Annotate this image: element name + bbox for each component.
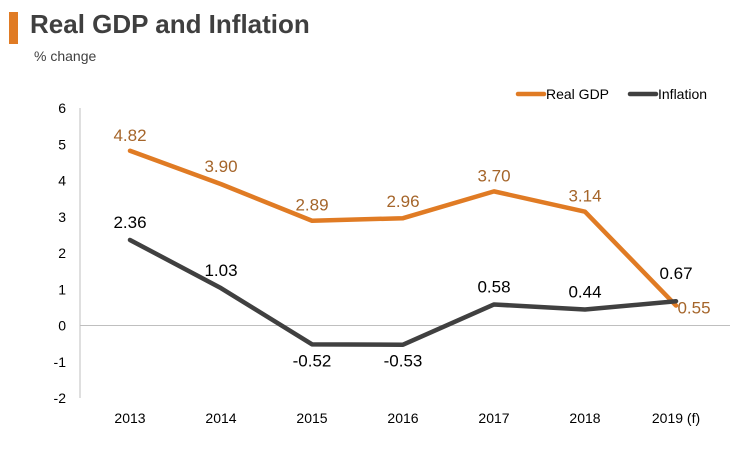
x-tick-label: 2019 (f)	[652, 410, 700, 426]
real-gdp-data-label: 4.82	[113, 126, 146, 145]
real-gdp-data-label: 3.70	[477, 166, 510, 185]
legend-label-inflation: Inflation	[658, 86, 707, 102]
inflation-data-label: 2.36	[113, 213, 146, 232]
inflation-data-label: 0.58	[477, 277, 510, 296]
y-tick-label: 5	[58, 136, 66, 152]
chart-title: Real GDP and Inflation	[30, 9, 310, 39]
inflation-data-label: 0.67	[659, 264, 692, 283]
x-tick-label: 2018	[569, 410, 600, 426]
y-tick-label: 1	[58, 281, 66, 297]
real-gdp-data-label: 3.14	[568, 187, 601, 206]
inflation-data-label: 1.03	[204, 261, 237, 280]
legend-label-real-gdp: Real GDP	[546, 86, 609, 102]
x-tick-label: 2016	[387, 410, 418, 426]
y-tick-label: -2	[54, 390, 67, 406]
y-tick-label: 0	[58, 318, 66, 334]
y-tick-label: 4	[58, 173, 66, 189]
inflation-data-label: 0.44	[568, 283, 601, 302]
x-tick-label: 2017	[478, 410, 509, 426]
y-tick-label: -1	[54, 354, 67, 370]
real-gdp-data-label: 3.90	[204, 157, 237, 176]
inflation-data-label: -0.52	[293, 351, 332, 370]
chart-subtitle: % change	[34, 48, 97, 64]
inflation-series-line	[127, 237, 679, 347]
x-tick-label: 2015	[296, 410, 327, 426]
real-gdp-data-label: 2.89	[295, 196, 328, 215]
real-gdp-data-label: 2.96	[386, 192, 419, 211]
real-gdp-series-line	[127, 148, 679, 308]
y-tick-label: 6	[58, 100, 66, 116]
x-tick-label: 2014	[205, 410, 236, 426]
real-gdp-data-label: 0.55	[677, 299, 710, 318]
x-tick-label: 2013	[114, 410, 145, 426]
y-tick-label: 2	[58, 245, 66, 261]
title-accent-bar	[9, 12, 18, 44]
inflation-data-label: -0.53	[384, 352, 423, 371]
y-tick-label: 3	[58, 209, 66, 225]
